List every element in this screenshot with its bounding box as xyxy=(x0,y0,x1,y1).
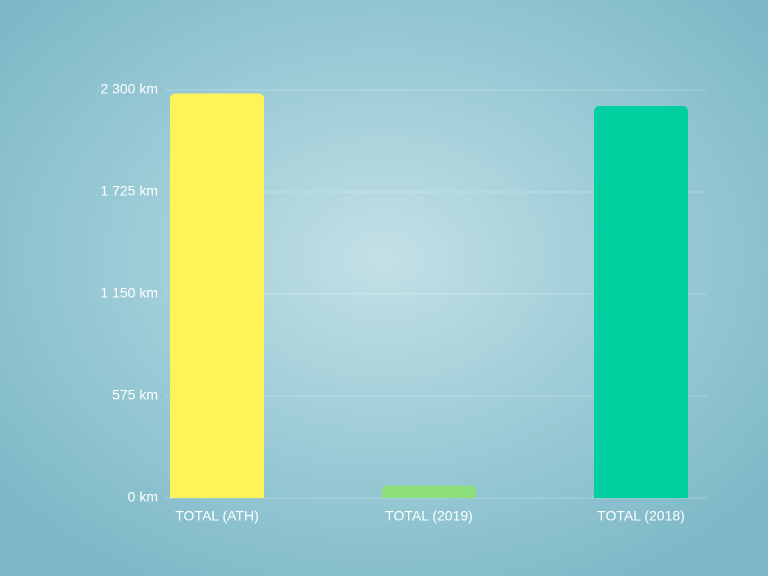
y-tick-label: 1 725 km xyxy=(100,183,158,199)
x-tick-label: TOTAL (ATH) xyxy=(175,508,258,524)
bar xyxy=(594,105,688,499)
x-tick-label: TOTAL (2019) xyxy=(385,508,473,524)
y-tick-label: 1 150 km xyxy=(100,285,158,301)
bar xyxy=(170,93,264,499)
y-tick-label: 0 km xyxy=(128,489,158,505)
bar xyxy=(382,485,476,498)
y-tick-label: 2 300 km xyxy=(100,81,158,97)
x-tick-label: TOTAL (2018) xyxy=(597,508,685,524)
y-tick-label: 575 km xyxy=(112,387,158,403)
